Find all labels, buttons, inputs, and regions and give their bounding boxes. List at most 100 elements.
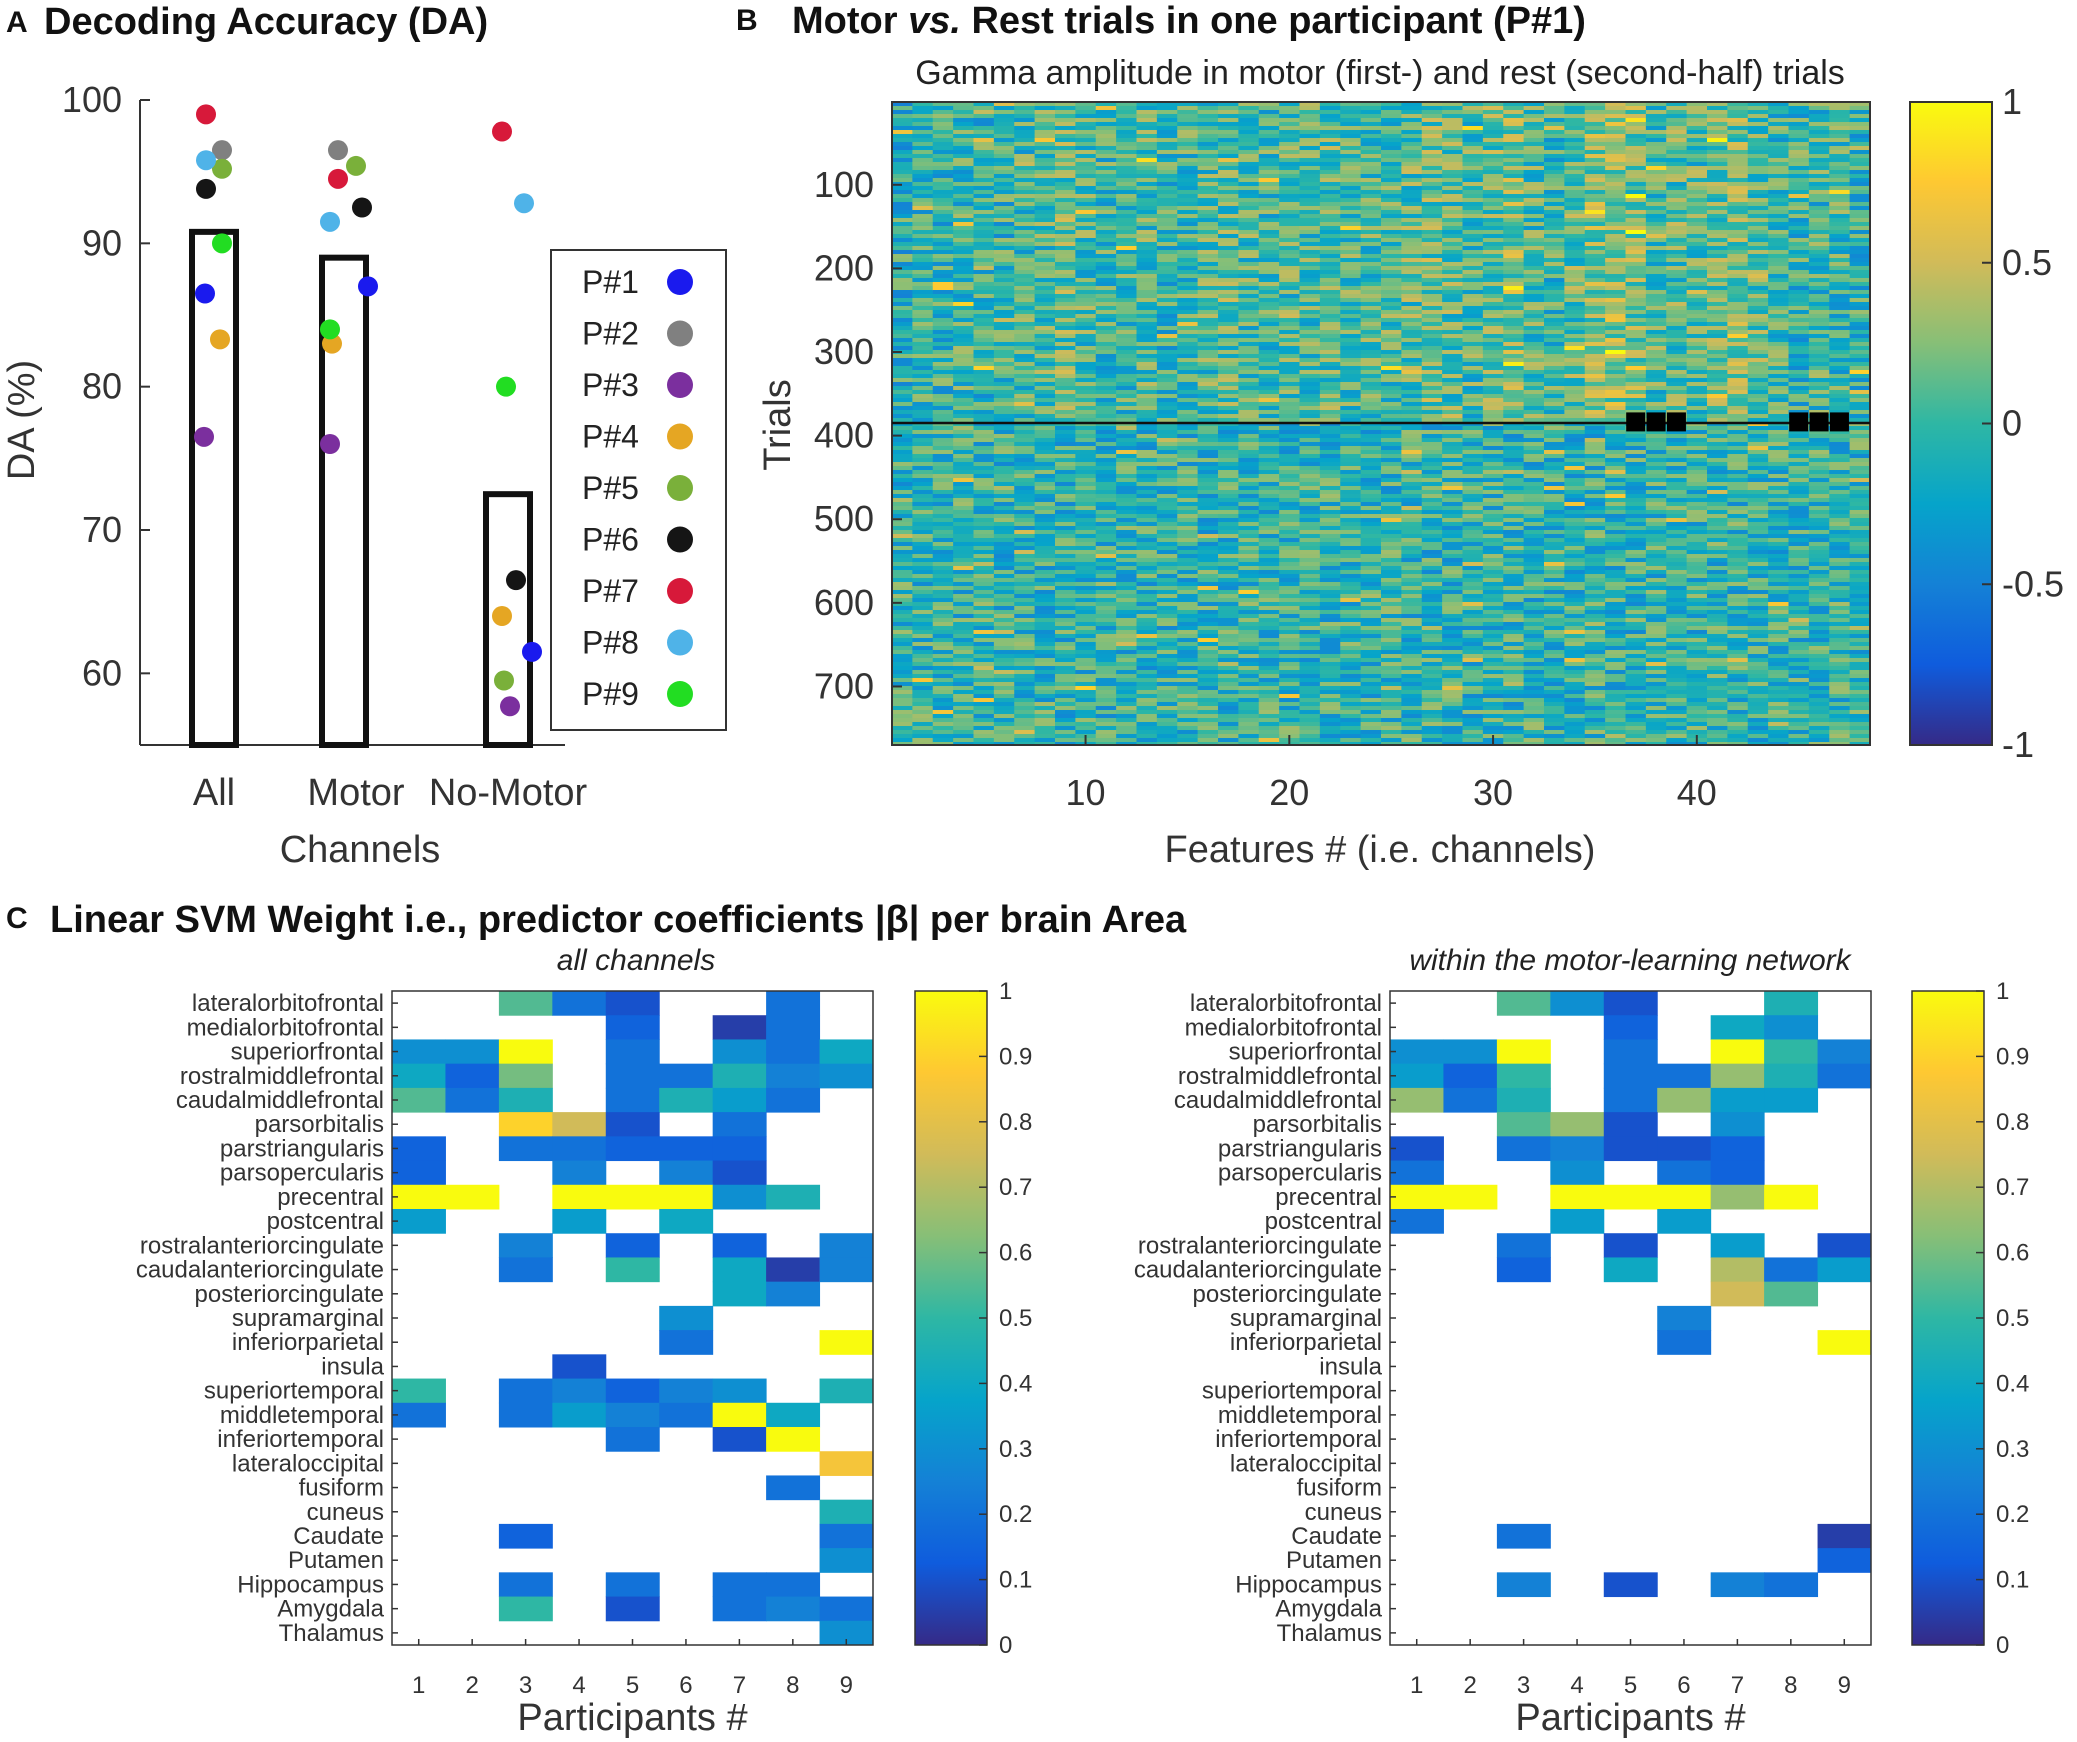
trial-cell — [1116, 122, 1138, 127]
trial-cell — [1279, 258, 1301, 263]
trial-cell — [1055, 170, 1076, 175]
trial-cell — [1299, 174, 1321, 179]
trial-cell — [1503, 186, 1525, 191]
trial-cell — [1177, 114, 1199, 119]
trial-cell — [1401, 690, 1423, 695]
trial-cell — [1340, 598, 1362, 603]
trial-cell — [1258, 390, 1280, 395]
trial-cell — [1442, 626, 1464, 631]
trial-cell — [1381, 382, 1402, 387]
trial-cell — [912, 706, 934, 711]
trial-cell — [1177, 434, 1199, 439]
trial-cell — [1116, 738, 1138, 743]
trial-cell — [1238, 142, 1260, 147]
trial-cell — [973, 190, 995, 195]
trial-cell — [1503, 266, 1525, 271]
trial-cell — [1034, 222, 1056, 227]
trial-cell — [1421, 294, 1443, 299]
trial-cell — [1075, 230, 1097, 235]
trial-cell — [892, 434, 913, 439]
trial-cell — [973, 362, 995, 367]
trial-cell — [1238, 286, 1260, 291]
trial-cell — [1116, 258, 1138, 263]
trial-cell — [1482, 226, 1504, 231]
trial-cell — [1095, 358, 1117, 363]
trial-cell — [1299, 226, 1321, 231]
trial-cell — [1442, 614, 1464, 619]
trial-cell — [1218, 562, 1239, 567]
trial-cell — [1299, 374, 1321, 379]
trial-cell — [1258, 574, 1280, 579]
trial-cell — [1279, 130, 1301, 135]
trial-cell — [1156, 298, 1178, 303]
trial-cell — [1034, 154, 1056, 159]
trial-cell — [1421, 494, 1443, 499]
trial-cell — [1401, 506, 1423, 511]
trial-cell — [973, 526, 995, 531]
trial-cell — [1156, 286, 1178, 291]
trial-cell — [1340, 378, 1362, 383]
trial-cell — [1360, 138, 1382, 143]
trial-cell — [1156, 658, 1178, 663]
trial-cell — [912, 686, 934, 691]
trial-cell — [1177, 682, 1199, 687]
trial-cell — [1116, 358, 1138, 363]
trial-cell — [1055, 290, 1076, 295]
trial-cell — [932, 486, 954, 491]
trial-cell — [1360, 466, 1382, 471]
trial-cell — [1116, 390, 1138, 395]
trial-cell — [1116, 342, 1138, 347]
trial-cell — [1381, 174, 1402, 179]
trial-cell — [1197, 702, 1219, 707]
trial-cell — [1238, 390, 1260, 395]
trial-cell — [1319, 634, 1341, 639]
trial-cell — [1075, 330, 1097, 335]
trial-cell — [1156, 310, 1178, 315]
trial-cell — [1055, 430, 1076, 435]
trial-cell — [932, 382, 954, 387]
trial-cell — [1340, 138, 1362, 143]
trial-cell — [1258, 726, 1280, 731]
trial-cell — [1442, 514, 1464, 519]
trial-cell — [1401, 330, 1423, 335]
trial-cell — [1014, 618, 1036, 623]
trial-cell — [912, 198, 934, 203]
trial-cell — [1503, 194, 1525, 199]
trial-cell — [1462, 566, 1484, 571]
trial-cell — [1197, 726, 1219, 731]
trial-cell — [1014, 246, 1036, 251]
trial-cell — [1381, 234, 1402, 239]
trial-cell — [1014, 426, 1036, 431]
trial-cell — [1360, 710, 1382, 715]
trial-cell — [1340, 622, 1362, 627]
trial-cell — [1177, 562, 1199, 567]
trial-cell — [1197, 594, 1219, 599]
trial-cell — [1238, 530, 1260, 535]
trial-cell — [1136, 158, 1158, 163]
trial-cell — [892, 242, 913, 247]
trial-cell — [1360, 206, 1382, 211]
trial-cell — [1279, 254, 1301, 259]
trial-cell — [1136, 270, 1158, 275]
trial-cell — [1075, 706, 1097, 711]
trial-cell — [1075, 390, 1097, 395]
trial-cell — [1401, 450, 1423, 455]
trial-cell — [1462, 454, 1484, 459]
trial-cell — [1319, 734, 1341, 739]
trial-cell — [1360, 130, 1382, 135]
trial-cell — [1197, 538, 1219, 543]
trial-cell — [1401, 730, 1423, 735]
trial-cell — [1340, 414, 1362, 419]
panel-a-y-label: DA (%) — [1, 360, 43, 480]
trial-cell — [1136, 278, 1158, 283]
trial-cell — [932, 314, 954, 319]
trial-cell — [1238, 598, 1260, 603]
trial-cell — [1075, 106, 1097, 111]
trial-cell — [912, 102, 934, 107]
trial-cell — [1442, 490, 1464, 495]
trial-cell — [1258, 322, 1280, 327]
trial-cell — [1279, 198, 1301, 203]
trial-cell — [1177, 306, 1199, 311]
trial-cell — [1075, 382, 1097, 387]
trial-cell — [1238, 426, 1260, 431]
